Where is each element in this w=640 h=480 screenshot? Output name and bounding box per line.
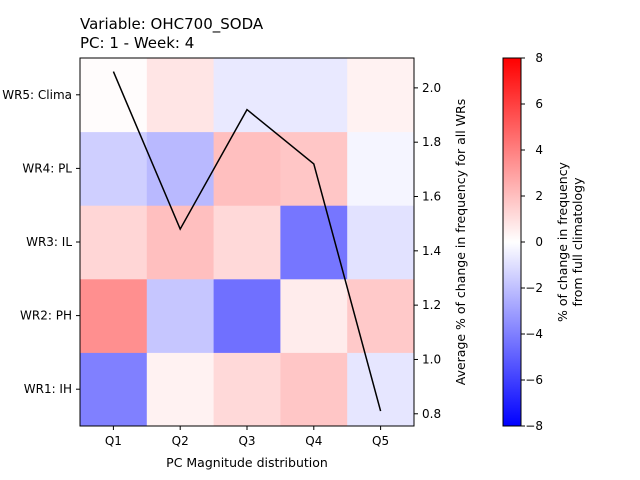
- heatmap-cell: [280, 58, 348, 133]
- heatmap-cell: [347, 131, 415, 206]
- heatmap-cell: [146, 58, 215, 133]
- heatmap-cell: [146, 131, 215, 206]
- heatmap-cell: [213, 278, 281, 353]
- x-tick-label: Q1: [105, 434, 122, 448]
- colorbar-tick-label: 6: [535, 97, 543, 111]
- y-tick-label: WR4: PL: [22, 161, 72, 175]
- colorbar-tick-label: −6: [525, 373, 543, 387]
- heatmap-cell: [213, 352, 281, 427]
- heatmap-cell: [280, 352, 348, 427]
- colorbar-label-line2: from full climatology: [570, 177, 585, 307]
- colorbar-gradient: [502, 57, 522, 427]
- heatmap-cell: [280, 131, 348, 206]
- colorbar-tick-label: 4: [535, 143, 543, 157]
- y-tick-label: WR5: Clima: [2, 88, 72, 102]
- colorbar-tick-label: 8: [535, 51, 543, 65]
- chart-title-line1: Variable: OHC700_SODA: [80, 15, 264, 33]
- y-tick-label: WR2: PH: [20, 309, 72, 323]
- colorbar-tick-label: 0: [535, 235, 543, 249]
- heatmap-cell: [280, 278, 348, 353]
- right-tick-label: 1.8: [422, 135, 441, 149]
- heatmap-cell: [80, 131, 148, 206]
- colorbar-tick-label: 2: [535, 189, 543, 203]
- right-tick-label: 1.2: [422, 298, 441, 312]
- heatmap-cell: [80, 278, 148, 353]
- colorbar: 8 6 4 2 0 −2 −4 −6 −8: [502, 51, 543, 433]
- right-axis-label: Average % of change in frequency for all…: [453, 99, 468, 386]
- heatmap-cell: [213, 131, 281, 206]
- heatmap-cell: [347, 352, 415, 427]
- right-tick-label: 2.0: [422, 81, 441, 95]
- heatmap-cell: [146, 352, 215, 427]
- right-axis-ticks: 0.8 1.0 1.2 1.4 1.6 1.8 2.0: [414, 81, 441, 421]
- heatmap-cell: [80, 58, 148, 133]
- heatmap-cells: [80, 58, 415, 427]
- x-tick-label: Q2: [172, 434, 189, 448]
- heatmap-cell: [347, 278, 415, 353]
- right-tick-label: 1.6: [422, 190, 441, 204]
- heatmap-cell: [347, 58, 415, 133]
- colorbar-tick-label: −4: [525, 327, 543, 341]
- colorbar-tick-label: −2: [525, 281, 543, 295]
- heatmap-cell: [146, 278, 215, 353]
- line-series-layer: [112, 71, 382, 412]
- heatmap-cell: [80, 205, 148, 280]
- x-tick-label: Q3: [238, 434, 255, 448]
- heatmap-cell: [146, 205, 215, 280]
- x-tick-label: Q5: [372, 434, 389, 448]
- right-tick-label: 0.8: [422, 407, 441, 421]
- y-tick-label: WR3: IL: [26, 235, 72, 249]
- line-series: [112, 71, 382, 412]
- y-tick-label: WR1: IH: [24, 382, 72, 396]
- chart-title-line2: PC: 1 - Week: 4: [80, 34, 195, 52]
- x-tick-label: Q4: [305, 434, 322, 448]
- heatmap-cell: [213, 205, 281, 280]
- heatmap-cell: [213, 58, 281, 133]
- y-axis-ticks: WR1: IH WR2: PH WR3: IL WR4: PL WR5: Clima: [2, 88, 80, 396]
- heatmap-cell: [347, 205, 415, 280]
- right-tick-label: 1.4: [422, 244, 441, 258]
- x-axis-ticks: Q1 Q2 Q3 Q4 Q5: [105, 426, 389, 448]
- x-axis-label: PC Magnitude distribution: [166, 455, 328, 470]
- heatmap-cell: [80, 352, 148, 427]
- heatmap-cell: [280, 205, 348, 280]
- colorbar-label-line1: % of change in frequency: [555, 161, 570, 322]
- colorbar-tick-label: −8: [525, 419, 543, 433]
- right-tick-label: 1.0: [422, 352, 441, 366]
